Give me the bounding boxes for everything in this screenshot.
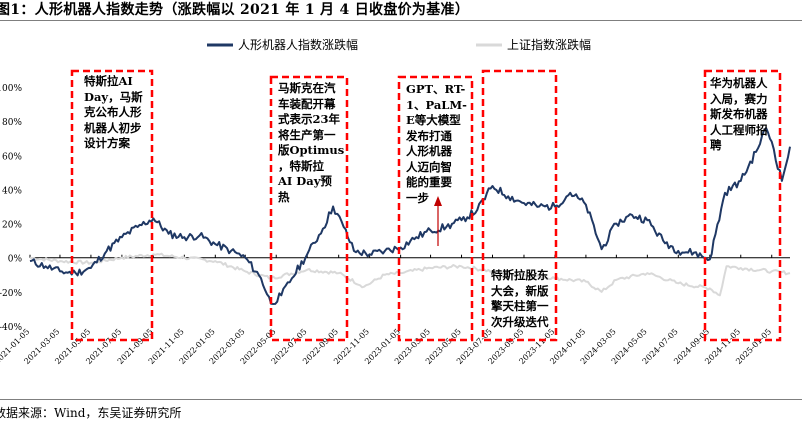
annotation-line: 机器人初步 [84, 120, 142, 135]
annotation-line: E等大模型 [406, 113, 461, 127]
annotation-line: AI Day预 [278, 174, 332, 188]
annotation-line: 能的重要 [406, 175, 452, 189]
annotation-line: 人迈向智 [406, 159, 452, 174]
annotation-line: GPT、RT- [406, 82, 466, 96]
y-tick-label: 40% [2, 186, 22, 196]
series-lines [29, 127, 791, 305]
annotation-box-musk-optimus [269, 75, 349, 342]
annotation-line: 特斯拉AI [84, 74, 133, 88]
annotation-line: 特斯拉股东 [491, 268, 549, 282]
annotation-line: 设计方案 [84, 136, 130, 150]
annotation-line: Day，马斯 [84, 89, 143, 104]
y-tick-label: 100% [0, 84, 22, 94]
annotation-box-large-models [397, 75, 474, 342]
annotation-line: 发布打通 [406, 128, 452, 143]
annotation-line: 擎天柱第一 [491, 299, 549, 313]
annotation-line: ，特斯拉 [278, 158, 324, 173]
annotation-large-models: GPT、RT- 1、PaLM- E等大模型 发布打通 人形机器 人迈向智 能的重要 一步 [406, 82, 467, 206]
series-line-humanoid [29, 127, 791, 305]
annotation-line: 车装配开幕 [278, 96, 336, 111]
annotation-line: 入局，赛力 [710, 91, 768, 106]
annotation-line: 克公布人形 [84, 105, 142, 119]
annotation-line: 式表示23年 [278, 112, 341, 126]
annotation-line: 版Optimus [278, 143, 345, 157]
y-tick-label: 0% [8, 255, 23, 265]
line-chart: 人形机器人指数涨跌幅 上证指数涨跌幅 -40% -20% 0% 20% 40% 60% 80… [0, 37, 791, 366]
annotation-line: 华为机器人 [710, 76, 768, 90]
chart-title: 图1：人形机器人指数走势（涨跌幅以 2021 年 1 月 4 日收盘价为基准） [0, 2, 470, 18]
source-note: 数据来源：Wind，东吴证券研究所 [0, 406, 182, 420]
annotation-line: 次升级迭代 [491, 314, 549, 329]
legend-label-humanoid: 人形机器人指数涨跌幅 [238, 37, 358, 52]
annotation-tesla-ai-day: 特斯拉AI Day，马斯 克公布人形 机器人初步 设计方案 [84, 74, 143, 152]
annotation-line: 人形机器 [406, 144, 452, 158]
annotation-shareholder-meeting: 特斯拉股东 大会，新版 擎天柱第一 次升级迭代 [491, 268, 549, 330]
y-tick-label: -40% [0, 323, 22, 333]
annotation-musk-optimus: 马斯克在汽 车装配开幕 式表示23年 将生产第一 版Optimus ，特斯拉 AI Day预… [278, 81, 344, 205]
annotation-line: 斯发布机器 [710, 107, 768, 121]
annotation-line: 马斯克在汽 [278, 81, 336, 95]
legend-label-shanghai: 上证指数涨跌幅 [507, 37, 591, 52]
source-rule [0, 399, 802, 400]
y-tick-label: 80% [2, 118, 22, 128]
annotation-box-shareholder-meeting [481, 69, 558, 342]
annotation-boxes [70, 69, 782, 342]
annotation-line: 热 [278, 189, 290, 204]
annotation-line: 大会，新版 [491, 283, 549, 298]
annotation-line: 人工程师招 [710, 122, 768, 137]
title-rule [0, 20, 802, 21]
annotation-line: 一步 [406, 190, 429, 205]
annotation-line: 聘 [710, 138, 722, 152]
annotation-box-huawei [703, 69, 782, 342]
annotation-huawei: 华为机器人 入局，赛力 斯发布机器 人工程师招聘 [710, 76, 768, 154]
annotation-arrow-head [434, 196, 442, 206]
annotation-line: 将生产第一 [278, 127, 336, 142]
annotation-box-tesla-ai-day [70, 69, 154, 342]
y-tick-label: -20% [0, 289, 22, 299]
annotation-line: 1、PaLM- [406, 97, 467, 112]
legend: 人形机器人指数涨跌幅 上证指数涨跌幅 [207, 37, 591, 52]
series-line-shanghai [29, 252, 791, 297]
y-tick-label: 60% [2, 152, 22, 162]
y-tick-label: 20% [2, 221, 22, 231]
